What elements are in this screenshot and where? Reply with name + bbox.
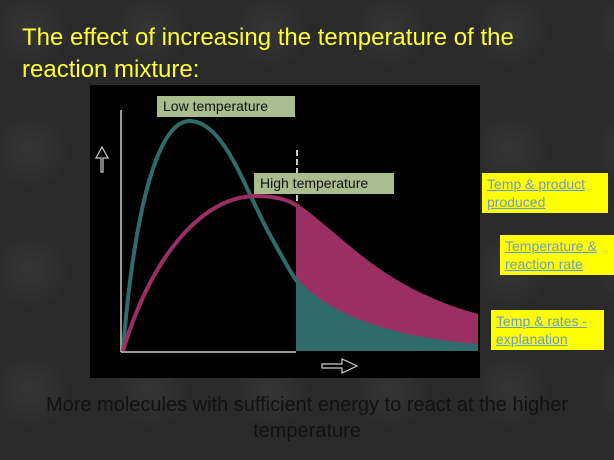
link-text[interactable]: Temp & product produced <box>487 176 586 210</box>
low-temperature-label: Low temperature <box>157 96 295 117</box>
low-temp-tail-fill <box>296 280 478 351</box>
link-text[interactable]: Temp & rates - explanation <box>496 313 588 347</box>
high-temperature-label: High temperature <box>254 173 394 194</box>
link-temperature-rate[interactable]: Temperature & reaction rate <box>500 235 614 275</box>
high-temp-curve <box>121 193 479 352</box>
y-arrow-icon <box>94 145 110 173</box>
low-temp-curve <box>121 118 479 352</box>
link-temp-product[interactable]: Temp & product produced <box>482 173 608 213</box>
link-temp-rates-explanation[interactable]: Temp & rates - explanation <box>491 310 604 350</box>
x-arrow-icon <box>321 358 359 374</box>
slide-caption: More molecules with sufficient energy to… <box>45 394 569 442</box>
slide-title: The effect of increasing the temperature… <box>22 24 514 83</box>
link-text[interactable]: Temperature & reaction rate <box>505 238 597 272</box>
